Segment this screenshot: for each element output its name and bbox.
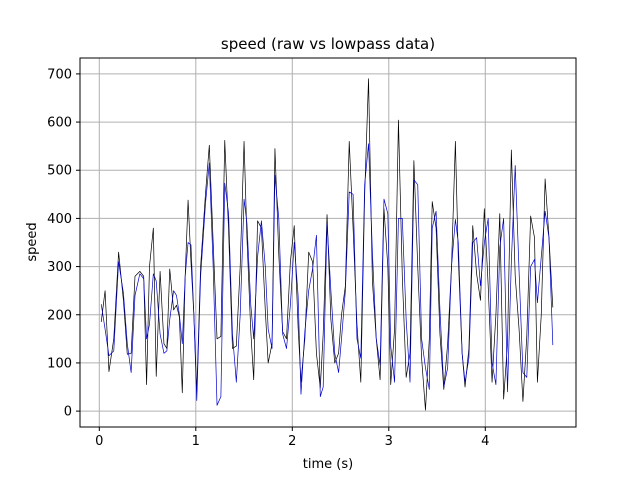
plot-area-frame	[79, 57, 577, 428]
grid	[80, 58, 576, 427]
y-tick-label: 100	[47, 356, 72, 371]
x-tick-label: 1	[192, 434, 200, 449]
y-tick-label: 700	[47, 67, 72, 82]
x-tick-label: 3	[385, 434, 393, 449]
lowpass-data-line	[100, 143, 554, 406]
y-tick-label: 200	[47, 308, 72, 323]
y-tick-label: 500	[47, 164, 72, 179]
y-tick-label: 400	[47, 212, 72, 227]
y-tick-label: 0	[64, 405, 72, 420]
x-tick-label: 4	[481, 434, 489, 449]
y-axis-label: speed	[25, 222, 40, 261]
x-tick-label: 0	[95, 434, 103, 449]
y-tick-label: 600	[47, 116, 72, 131]
chart-title: speed (raw vs lowpass data)	[221, 35, 435, 53]
x-axis: 0 1 2 3 4	[95, 427, 489, 449]
y-axis: 0 100 200 300 400 500 600 700	[47, 67, 80, 420]
series-group	[100, 78, 554, 411]
y-tick-label: 300	[47, 260, 72, 275]
x-tick-label: 2	[288, 434, 296, 449]
x-axis-label: time (s)	[303, 457, 353, 472]
raw-data-line	[100, 78, 554, 411]
